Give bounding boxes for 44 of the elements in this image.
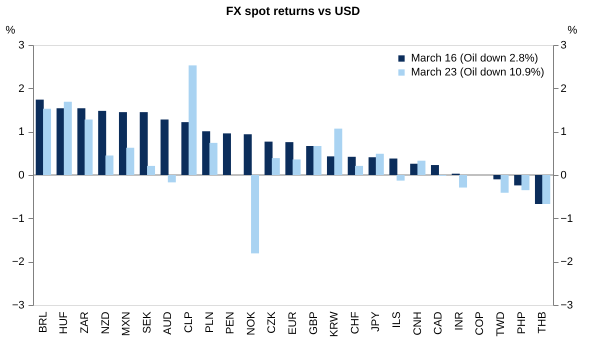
- x-tick-label: AUD: [162, 311, 174, 335]
- x-tick-label: PEN: [224, 311, 237, 334]
- x-tick-label: PHP: [516, 312, 528, 334]
- x-tick-label: GBP: [308, 312, 320, 335]
- y2-tick-label: −1: [560, 212, 574, 225]
- x-tick-label: INR: [453, 311, 466, 330]
- x-tick-label: ILS: [391, 312, 403, 328]
- y2-tick-label: −2: [560, 256, 574, 268]
- x-tick-label: CHF: [349, 311, 362, 334]
- y-tick-label: 2: [18, 82, 24, 95]
- y2-tick-label: 3: [560, 40, 567, 52]
- legend-label: March 16 (Oil down 2.8%): [411, 52, 538, 64]
- chart-title: FX spot returns vs USD: [226, 4, 360, 18]
- x-tick-label: JPY: [370, 310, 382, 332]
- y-tick-label: 1: [18, 126, 24, 138]
- x-tick-label: NZD: [100, 311, 112, 334]
- y2-tick-label: 1: [560, 126, 567, 138]
- x-tick-label: THB: [536, 312, 549, 334]
- x-tick-label: COP: [474, 312, 486, 336]
- x-tick-label: SEK: [141, 310, 154, 334]
- x-tick-label: KRW: [328, 310, 341, 337]
- y-tick-label: 3: [18, 40, 24, 52]
- x-tick-label: TWD: [495, 311, 507, 337]
- x-tick-label: EUR: [287, 311, 299, 335]
- x-tick-label: CNH: [412, 311, 424, 336]
- y-tick-label: 0: [18, 170, 24, 182]
- y2-tick-label: 2: [560, 82, 567, 95]
- x-tick-label: CZK: [266, 310, 278, 334]
- y-tick-label: −3: [12, 300, 24, 312]
- x-tick-label: CLP: [183, 312, 195, 333]
- x-tick-label: HUF: [58, 311, 70, 334]
- x-tick-label: ZAR: [79, 311, 91, 334]
- y2-axis-title: %: [568, 24, 578, 36]
- legend-label: March 23 (Oil down 10.9%): [411, 66, 544, 78]
- x-tick-label: PLN: [204, 311, 216, 333]
- x-tick-label: NOK: [245, 310, 258, 336]
- x-tick-label: MXN: [120, 311, 133, 336]
- y-tick-label: −2: [12, 256, 24, 268]
- x-tick-label: BRL: [37, 312, 50, 333]
- y-tick-label: −1: [12, 212, 24, 225]
- y2-tick-label: 0: [560, 170, 567, 182]
- y2-tick-label: −3: [560, 300, 574, 312]
- y-axis-title: %: [6, 24, 16, 36]
- x-tick-label: CAD: [432, 311, 445, 335]
